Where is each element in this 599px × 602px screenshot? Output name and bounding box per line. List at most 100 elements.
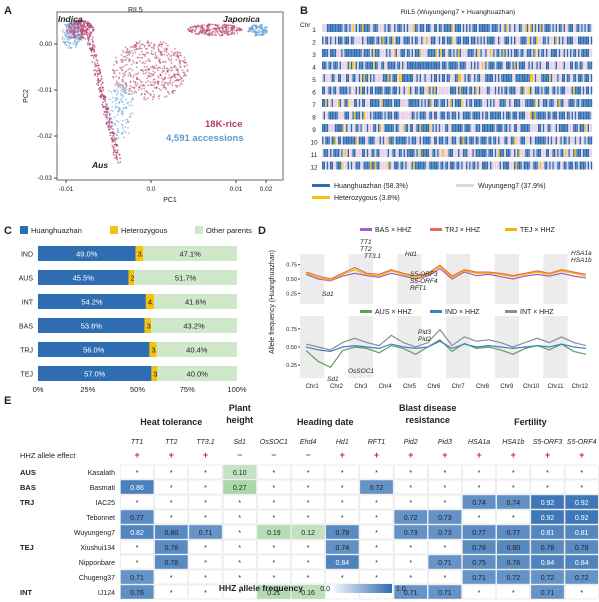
- genotype-cell: [342, 86, 345, 95]
- pca-point: [104, 107, 107, 110]
- heatmap-value: 0.72: [575, 575, 589, 582]
- genotype-cell: [402, 149, 404, 157]
- genotype-cell: [450, 74, 452, 82]
- genotype-cell: [562, 99, 564, 107]
- genotype-cell: [557, 86, 559, 95]
- heatmap-cell: [120, 494, 154, 510]
- genotype-cell: [453, 149, 455, 157]
- genotype-cell: [504, 124, 506, 132]
- genotype-cell: [469, 49, 471, 57]
- bar-segment: [151, 318, 237, 333]
- genotype-cell: [326, 24, 329, 32]
- genotype-cell: [387, 111, 389, 120]
- genotype-cell: [573, 136, 575, 145]
- genotype-cell: [368, 124, 370, 132]
- y-axis-label: Allele frequency (Huanghuazhan): [269, 250, 276, 354]
- pca-point: [104, 100, 106, 103]
- heatmap-value: 0.16: [301, 590, 315, 597]
- genotype-cell: [486, 161, 489, 170]
- heatmap-cell: [120, 569, 154, 585]
- genotype-cell: [405, 36, 407, 45]
- genotype-cell: [523, 24, 525, 32]
- pca-point: [120, 89, 122, 92]
- genotype-cell: [363, 61, 365, 70]
- effect-sign: +: [134, 450, 139, 460]
- genotype-cell: [520, 124, 522, 132]
- pca-point: [151, 66, 154, 69]
- pca-point: [122, 129, 125, 132]
- effect-sign: −: [305, 450, 310, 460]
- genotype-cell: [573, 49, 575, 57]
- category-label: TRJ: [20, 348, 33, 355]
- genotype-cell: [373, 24, 375, 32]
- legend-label: BAS × HHZ: [375, 227, 412, 234]
- genotype-cell: [509, 161, 511, 170]
- genotype-cell: [557, 161, 559, 170]
- pca-point: [102, 94, 105, 97]
- genotype-cell: [397, 124, 399, 132]
- group-header: Heat tolerance: [140, 417, 202, 427]
- genotype-cell: [461, 86, 463, 95]
- genotype-cell: [418, 36, 420, 45]
- genotype-cell: [531, 74, 533, 82]
- genotype-cell: [357, 24, 359, 32]
- genotype-cell: [462, 36, 465, 45]
- genotype-cell: [371, 74, 373, 82]
- genotype-cell: [578, 74, 580, 82]
- genotype-cell: [490, 161, 492, 170]
- genotype-cell: [408, 36, 410, 45]
- genotype-cell: [520, 86, 522, 95]
- genotype-cell: [534, 49, 537, 57]
- genotype-cell: [445, 86, 447, 95]
- genotype-cell: [387, 149, 389, 157]
- genotype-cell: [491, 74, 493, 82]
- genotype-cell: [408, 124, 410, 132]
- genotype-cell: [530, 61, 532, 70]
- genotype-cell: [354, 149, 356, 157]
- pca-point: [173, 64, 176, 67]
- genotype-cell: [326, 74, 329, 82]
- genotype-cell: [339, 161, 341, 170]
- genotype-cell: [371, 61, 373, 70]
- genotype-cell: [394, 24, 396, 32]
- pca-point: [132, 76, 135, 79]
- genotype-cell: [326, 86, 329, 95]
- heatmap-value: *: [409, 500, 412, 507]
- genotype-cell: [523, 49, 525, 57]
- genotype-cell: [454, 124, 457, 132]
- genotype-cell: [565, 161, 567, 170]
- pca-point: [121, 84, 124, 87]
- pca-point: [141, 50, 143, 53]
- pca-point: [78, 25, 81, 28]
- genotype-cell: [326, 161, 329, 170]
- genotype-cell: [587, 161, 589, 170]
- genotype-cell: [413, 136, 415, 145]
- genotype-cell: [570, 74, 572, 82]
- genotype-cell: [350, 74, 353, 82]
- genotype-cell: [363, 161, 365, 170]
- genotype-cell: [387, 136, 389, 145]
- genotype-cell: [547, 49, 549, 57]
- genotype-cell: [418, 149, 420, 157]
- pca-point: [115, 102, 118, 105]
- genotype-cell: [366, 99, 369, 107]
- pca-point: [148, 59, 151, 62]
- genotype-cell: [419, 149, 421, 157]
- genotype-cell: [384, 99, 386, 107]
- pca-point: [152, 53, 155, 56]
- genotype-cell: [506, 136, 508, 145]
- pca-point: [143, 45, 146, 48]
- genotype-cell: [419, 136, 421, 145]
- genotype-cell: [414, 61, 417, 70]
- genotype-cell: [435, 61, 437, 70]
- pca-point: [152, 70, 155, 73]
- genotype-cell: [354, 49, 356, 57]
- genotype-cell: [563, 124, 565, 132]
- genotype-cell: [410, 149, 412, 157]
- genotype-cell: [470, 149, 473, 157]
- legend-label: Heterozygous: [121, 226, 168, 235]
- pca-point: [228, 30, 231, 33]
- genotype-cell: [581, 161, 583, 170]
- heatmap-cell: [154, 569, 189, 585]
- genotype-cell: [386, 61, 388, 70]
